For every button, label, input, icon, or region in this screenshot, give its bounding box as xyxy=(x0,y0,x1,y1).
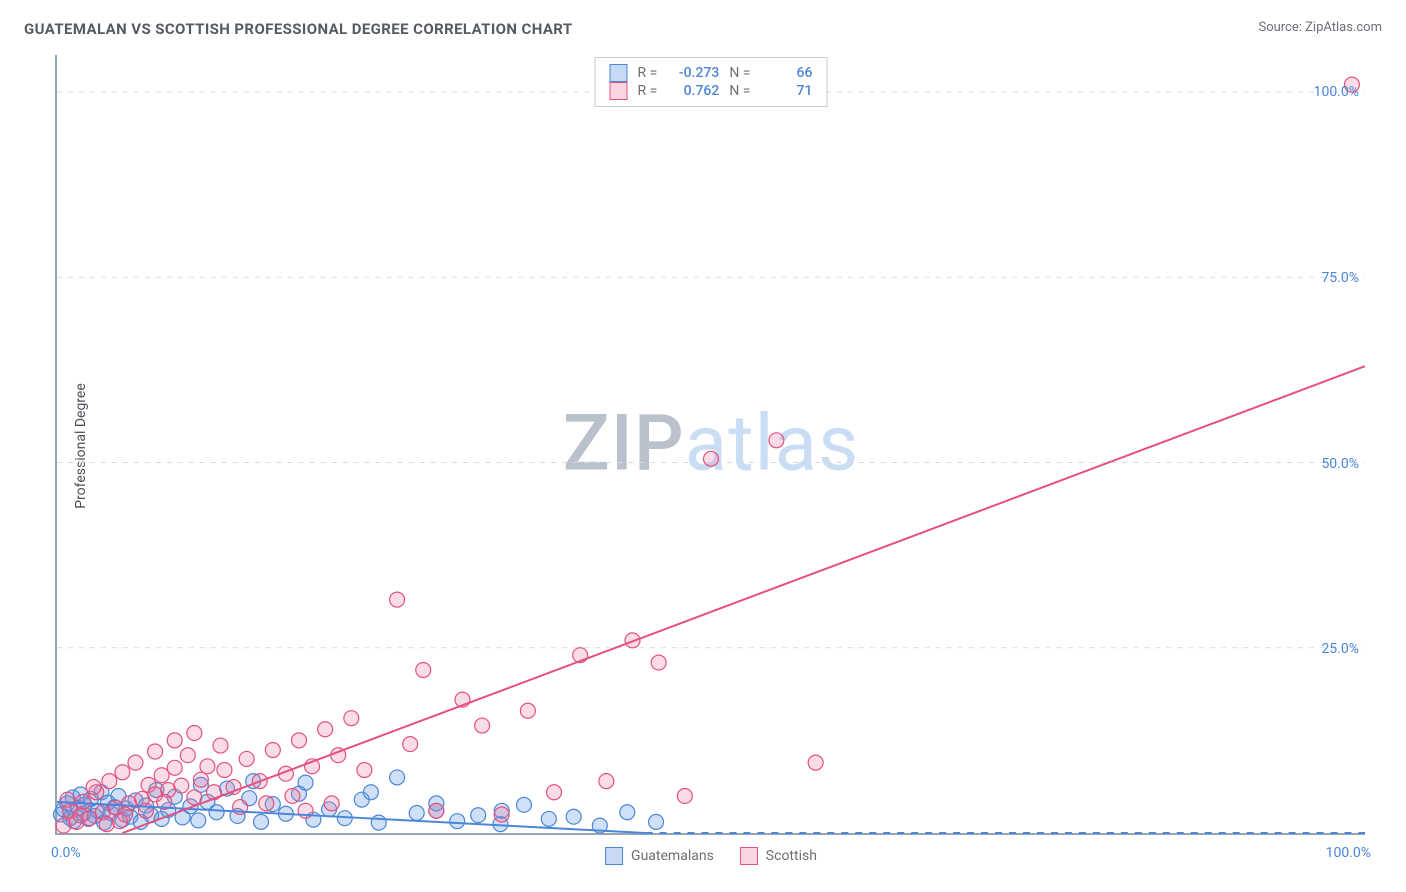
n-value: 71 xyxy=(760,83,812,99)
legend-item-scottish: Scottish xyxy=(740,847,817,865)
legend-label: Scottish xyxy=(766,848,817,864)
y-tick-label: 50.0% xyxy=(1321,456,1359,472)
r-label: R = xyxy=(638,83,658,99)
series-legend: Guatemalans Scottish xyxy=(605,847,817,865)
n-value: 66 xyxy=(760,65,812,81)
n-label: N = xyxy=(729,65,750,81)
swatch-icon xyxy=(610,64,628,82)
legend-label: Guatemalans xyxy=(631,848,714,864)
legend-row-scottish: R = 0.762 N = 71 xyxy=(610,82,813,100)
r-value: 0.762 xyxy=(667,83,719,99)
legend-row-guatemalans: R = -0.273 N = 66 xyxy=(610,64,813,82)
x-tick-min: 0.0% xyxy=(51,845,81,861)
swatch-icon xyxy=(740,847,758,865)
scatter-plot: ZIPatlas R = -0.273 N = 66 R = 0.762 N =… xyxy=(55,55,1365,835)
x-tick-max: 100.0% xyxy=(1326,845,1371,861)
r-label: R = xyxy=(638,65,658,81)
r-value: -0.273 xyxy=(667,65,719,81)
chart-title: GUATEMALAN VS SCOTTISH PROFESSIONAL DEGR… xyxy=(24,20,573,38)
swatch-icon xyxy=(610,82,628,100)
n-label: N = xyxy=(729,83,750,99)
y-tick-label: 25.0% xyxy=(1321,641,1359,657)
y-tick-label: 100.0% xyxy=(1314,84,1359,100)
source-attribution: Source: ZipAtlas.com xyxy=(1258,20,1382,35)
plot-svg xyxy=(57,55,1365,833)
correlation-legend: R = -0.273 N = 66 R = 0.762 N = 71 xyxy=(595,57,828,107)
y-tick-label: 75.0% xyxy=(1321,270,1359,286)
swatch-icon xyxy=(605,847,623,865)
legend-item-guatemalans: Guatemalans xyxy=(605,847,714,865)
